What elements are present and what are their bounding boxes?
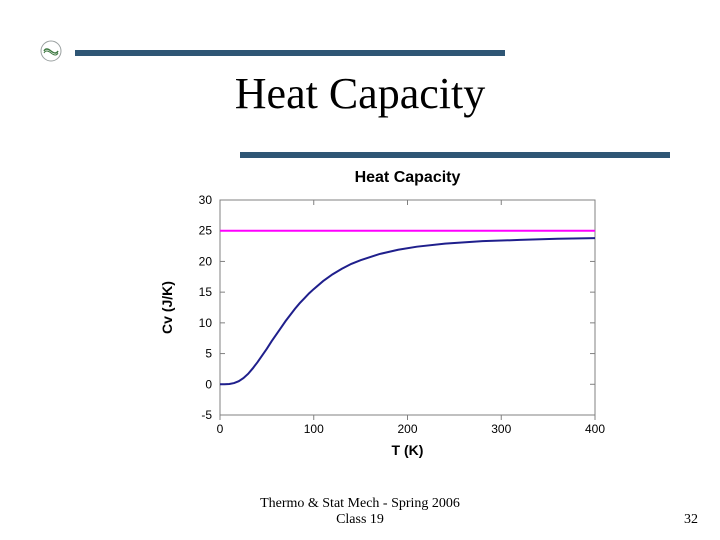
bullet-ornament [40,40,62,62]
footer-line-2: Class 19 [336,512,384,527]
svg-text:Cv (J/K): Cv (J/K) [159,281,175,334]
heat-capacity-chart: 0 100 200 300 400 -5 0 5 10 15 20 25 30 Heat Capacity… [140,160,620,460]
svg-text:5: 5 [205,347,212,361]
svg-text:15: 15 [199,285,213,299]
top-divider [75,50,505,56]
footer-line-1: Thermo & Stat Mech - Spring 2006 [260,496,460,511]
svg-text:0: 0 [217,422,224,436]
slide-title: Heat Capacity [0,68,720,119]
svg-text:Heat Capacity: Heat Capacity [355,169,461,186]
svg-text:200: 200 [397,422,417,436]
footer-text: Thermo & Stat Mech - Spring 2006 Class 1… [0,496,720,528]
svg-text:T (K): T (K) [392,442,424,458]
svg-text:10: 10 [199,316,213,330]
svg-text:300: 300 [491,422,511,436]
svg-text:-5: -5 [201,408,212,422]
svg-text:0: 0 [205,377,212,391]
svg-text:20: 20 [199,254,213,268]
svg-text:100: 100 [304,422,324,436]
svg-text:400: 400 [585,422,605,436]
page-number: 32 [684,512,698,528]
svg-text:30: 30 [199,193,213,207]
mid-divider [240,152,670,158]
svg-text:25: 25 [199,224,213,238]
